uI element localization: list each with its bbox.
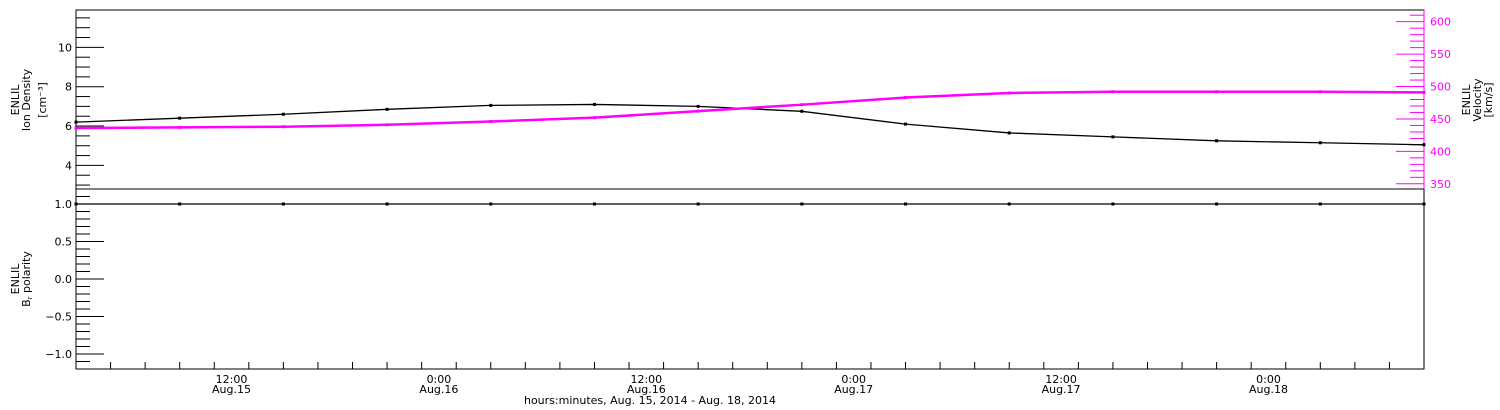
ion-density-point [800, 109, 804, 113]
top-panel-frame [75, 9, 1425, 190]
top-right-ylabel-1: ENLIL [1460, 84, 1473, 116]
velocity-point [904, 96, 908, 100]
top-left-axis-tick-label: 8 [65, 81, 72, 94]
bottom-left-axis-tick-label: −1.0 [45, 348, 72, 361]
velocity-point [800, 103, 804, 107]
top-right-ylabel-2: Velocity [1471, 78, 1484, 122]
ion-density-point [385, 107, 389, 111]
ion-density-point [1215, 139, 1219, 143]
br-polarity-point [385, 202, 389, 206]
x-tick-label-date: Aug.16 [419, 383, 458, 396]
ion-density-point [904, 122, 908, 126]
top-left-ylabel-3: [cm⁻³] [36, 82, 49, 118]
x-tick-label-date: Aug.17 [834, 383, 873, 396]
top-left-ylabel-2: Ion Density [20, 68, 33, 131]
ion-density-point [74, 120, 78, 124]
top-right-axis-tick-label: 350 [1430, 178, 1451, 191]
br-polarity-point [592, 202, 596, 206]
br-polarity-point [489, 202, 493, 206]
top-right-axis-tick-label: 400 [1430, 145, 1451, 158]
velocity-point [385, 123, 389, 127]
bottom-panel-frame [75, 188, 1425, 370]
velocity-point [74, 126, 78, 130]
ion-density-point [178, 116, 182, 120]
velocity-point [1111, 90, 1115, 94]
bottom-left-axis-tick-label: 1.0 [55, 198, 73, 211]
x-tick-label-date: Aug.18 [1249, 383, 1288, 396]
br-polarity-point [178, 202, 182, 206]
top-left-ylabel-1: ENLIL [9, 84, 22, 116]
velocity-point [696, 109, 700, 113]
ion-density-point [281, 112, 285, 116]
top-right-axis-tick-label: 550 [1430, 48, 1451, 61]
br-polarity-point [800, 202, 804, 206]
br-polarity-point [696, 202, 700, 206]
br-polarity-point [1007, 202, 1011, 206]
top-left-axis-tick-label: 6 [65, 120, 72, 133]
ion-density-line [75, 103, 1425, 146]
velocity-point [592, 116, 596, 120]
velocity-point [178, 125, 182, 129]
br-polarity-point [1215, 202, 1219, 206]
ion-density-point [1007, 131, 1011, 135]
velocity-line [75, 90, 1425, 130]
bottom-left-axis-tick-label: 0.0 [55, 273, 73, 286]
br-polarity-point [1318, 202, 1322, 206]
bottom-left-axis-tick-label: 0.5 [55, 236, 73, 249]
x-tick-label-time: 0:00 [427, 373, 452, 386]
velocity-point [1422, 90, 1426, 94]
ion-density-point [696, 104, 700, 108]
x-tick-label-time: 0:00 [1256, 373, 1281, 386]
x-tick-label-time: 12:00 [1045, 373, 1077, 386]
x-tick-label-time: 0:00 [841, 373, 866, 386]
velocity-point [1215, 90, 1219, 94]
ion-density-point [489, 103, 493, 107]
bottom-left-axis-tick-label: −0.5 [45, 311, 72, 324]
x-tick-label-date: Aug.15 [212, 383, 251, 396]
x-tick-label-time: 12:00 [630, 373, 662, 386]
ion-density-point [1111, 135, 1115, 139]
velocity-point [281, 125, 285, 129]
top-left-axis-tick-label: 4 [65, 159, 72, 172]
br-polarity-point [281, 202, 285, 206]
top-right-axis-tick-label: 500 [1430, 81, 1451, 94]
x-tick-label-time: 12:00 [216, 373, 248, 386]
bottom-ylabel-2: Br polarity [20, 251, 34, 307]
top-right-axis-tick-label: 450 [1430, 113, 1451, 126]
x-axis-title: hours:minutes, Aug. 15, 2014 - Aug. 18, … [524, 394, 776, 407]
ion-density-point [1422, 143, 1426, 147]
top-right-axis-tick-label: 600 [1430, 16, 1451, 29]
velocity-point [1318, 90, 1322, 94]
x-tick-label-date: Aug.16 [627, 383, 666, 396]
br-polarity-point [904, 202, 908, 206]
velocity-point [489, 120, 493, 124]
br-polarity-point [74, 202, 78, 206]
top-right-ylabel-3: [km/s] [1482, 82, 1495, 117]
x-tick-label-date: Aug.17 [1042, 383, 1081, 396]
top-left-axis-tick-label: 10 [58, 41, 72, 54]
bottom-ylabel-1: ENLIL [9, 263, 22, 295]
ion-density-point [592, 102, 596, 106]
br-polarity-point [1422, 202, 1426, 206]
velocity-point [1007, 91, 1011, 95]
ion-density-point [1318, 141, 1322, 145]
br-polarity-point [1111, 202, 1115, 206]
